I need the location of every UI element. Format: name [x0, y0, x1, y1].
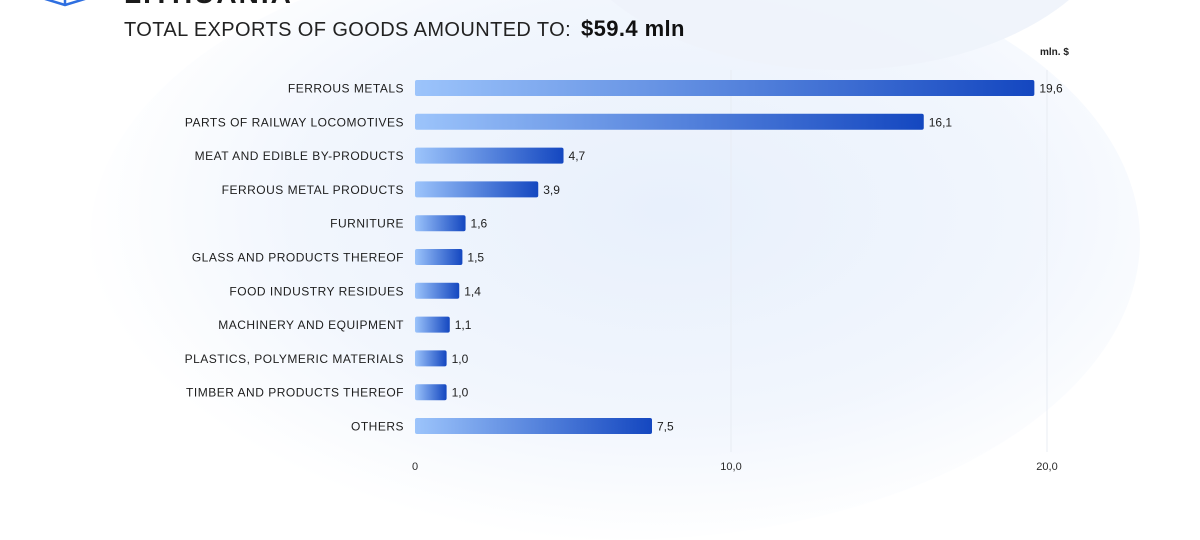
export-bar-chart: FERROUS METALS 19,6 PARTS OF RAILWAY LOCOM…	[185, 70, 1063, 473]
stacked-layers-logo-icon	[44, 0, 86, 7]
bar	[415, 418, 652, 434]
value-label: 16,1	[929, 115, 953, 129]
value-label: 1,0	[452, 386, 469, 400]
bar	[415, 249, 463, 265]
bar	[415, 282, 460, 299]
category-label: FERROUS METALS	[288, 82, 404, 96]
x-tick-label: 10,0	[720, 461, 741, 473]
headline-label: TOTAL EXPORTS OF GOODS AMOUNTED TO:	[124, 19, 572, 41]
value-label: 1,1	[455, 318, 472, 332]
bar	[415, 181, 539, 198]
value-label: 1,4	[464, 284, 481, 298]
category-label: TIMBER AND PRODUCTS THEREOF	[186, 386, 404, 400]
value-label: 1,6	[471, 217, 488, 231]
bar	[415, 316, 450, 333]
value-label: 7,5	[657, 420, 674, 434]
bar	[415, 80, 1035, 96]
unit-label: mln. $	[1040, 47, 1069, 58]
value-label: 1,0	[452, 352, 469, 366]
x-tick-label: 20,0	[1036, 461, 1057, 473]
category-label: FERROUS METAL PRODUCTS	[222, 183, 404, 197]
headline-amount: $59.4 mln	[581, 16, 685, 41]
category-label: MACHINERY AND EQUIPMENT	[218, 318, 404, 332]
category-label: PLASTICS, POLYMERIC MATERIALS	[185, 352, 404, 366]
x-tick-label: 0	[412, 461, 418, 473]
value-label: 19,6	[1039, 82, 1063, 96]
total-exports-headline: TOTAL EXPORTS OF GOODS AMOUNTED TO: $59.…	[124, 16, 685, 42]
bar	[415, 350, 447, 367]
value-label: 4,7	[569, 149, 586, 163]
category-label: MEAT AND EDIBLE BY-PRODUCTS	[195, 149, 404, 163]
category-label: OTHERS	[351, 420, 404, 434]
value-label: 1,5	[467, 251, 484, 265]
category-label: FOOD INDUSTRY RESIDUES	[229, 284, 404, 298]
category-label: PARTS OF RAILWAY LOCOMOTIVES	[185, 115, 404, 129]
category-label: FURNITURE	[330, 217, 404, 231]
bar	[415, 215, 466, 232]
value-label: 3,9	[543, 183, 560, 197]
bar	[415, 147, 564, 164]
category-label: GLASS AND PRODUCTS THEREOF	[192, 251, 404, 265]
bar	[415, 384, 447, 401]
bar	[415, 113, 924, 130]
country-title: LITHUANIA	[124, 0, 293, 10]
